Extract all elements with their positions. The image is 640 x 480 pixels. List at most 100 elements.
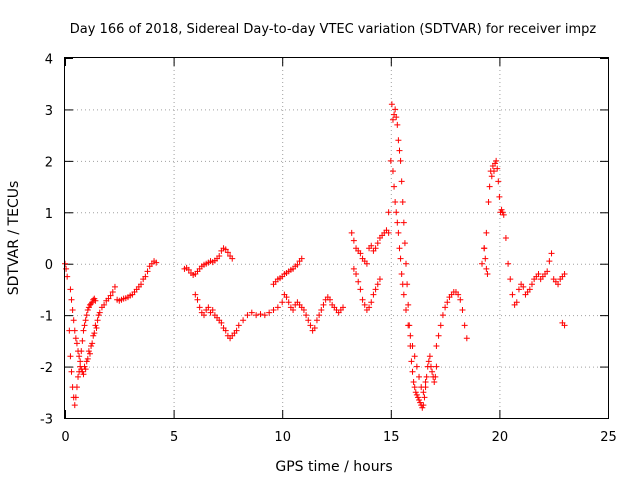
data-point [461, 322, 468, 329]
data-point [91, 330, 98, 337]
y-tick-label: 2 [45, 155, 53, 170]
data-point [385, 209, 392, 216]
data-point [216, 253, 223, 259]
data-point [400, 291, 407, 298]
data-point [528, 281, 535, 288]
data-point [85, 304, 92, 311]
data-point [498, 206, 505, 213]
data-point [425, 358, 432, 365]
data-point [101, 301, 108, 308]
data-point [419, 404, 426, 411]
data-point [492, 160, 499, 167]
data-point [83, 358, 90, 365]
data-point [490, 168, 497, 175]
series-spike-15h-inner [389, 168, 429, 396]
series-rise-to-4h [114, 258, 160, 304]
data-point [420, 389, 427, 396]
data-point [294, 261, 301, 268]
data-point [374, 281, 381, 288]
data-point [240, 317, 247, 324]
data-point [311, 325, 318, 331]
data-point [423, 373, 430, 380]
data-point [409, 368, 416, 375]
data-point [495, 178, 502, 185]
data-point [357, 286, 364, 293]
data-point [486, 183, 493, 190]
data-point [399, 281, 406, 288]
data-point [420, 402, 427, 409]
data-point [483, 265, 490, 272]
chart-title: Day 166 of 2018, Sidereal Day-to-day VTE… [70, 22, 597, 37]
data-point [368, 242, 375, 249]
y-tick-label: 0 [45, 258, 53, 273]
y-axis-label: SDTVAR / TECUs [6, 181, 22, 296]
data-point [561, 271, 568, 277]
data-point [376, 276, 383, 283]
data-point [84, 307, 91, 313]
data-point [138, 281, 145, 288]
data-point [270, 307, 277, 313]
data-point [388, 101, 395, 108]
y-tick-label: 3 [45, 104, 53, 119]
series-start [62, 260, 71, 280]
data-point [372, 286, 379, 293]
data-point [201, 312, 208, 319]
data-point [233, 327, 240, 334]
data-point [412, 389, 419, 396]
data-point [63, 265, 70, 272]
data-point [82, 366, 89, 373]
data-point [374, 240, 381, 247]
x-tick-label: 25 [600, 430, 617, 445]
data-point [393, 114, 400, 121]
data-point [79, 368, 86, 375]
x-axis-label: GPS time / hours [275, 459, 392, 475]
data-point [185, 266, 192, 273]
data-point [88, 343, 95, 349]
data-point [71, 402, 78, 409]
data-point [298, 255, 305, 262]
data-point [396, 147, 403, 154]
x-tick-label: 15 [383, 430, 400, 445]
data-point [433, 363, 440, 370]
data-point [399, 199, 406, 205]
data-point [494, 165, 501, 172]
data-point [459, 307, 466, 313]
data-point [395, 137, 402, 144]
data-point [418, 384, 425, 391]
data-point [407, 332, 414, 339]
data-point [73, 340, 80, 347]
data-point [421, 394, 428, 401]
data-point [144, 268, 151, 275]
data-point [244, 312, 251, 319]
data-point [222, 246, 229, 253]
data-point [303, 312, 310, 319]
data-point [389, 116, 396, 123]
data-point [395, 229, 402, 236]
plot-frame [64, 57, 609, 419]
data-point [71, 327, 78, 334]
data-point [318, 307, 325, 313]
data-point [261, 312, 268, 319]
data-point [76, 353, 83, 360]
data-point [96, 309, 103, 316]
data-point [153, 259, 160, 266]
data-point [194, 296, 201, 303]
y-tick-label: -3 [40, 413, 53, 428]
data-point [411, 384, 418, 391]
data-point [81, 363, 88, 370]
x-tick-label: 0 [61, 430, 69, 445]
data-point [455, 291, 462, 298]
data-point [285, 299, 292, 306]
y-tick-label: 4 [45, 53, 53, 68]
data-point [411, 353, 418, 360]
data-point [66, 327, 73, 334]
data-point [83, 312, 90, 319]
series-17-18.5h [433, 289, 470, 349]
series-13.5-14.5h-lower [350, 265, 383, 313]
data-point [350, 265, 357, 272]
data-point [513, 299, 520, 306]
data-markers [62, 101, 568, 411]
series-13-15h [348, 227, 392, 267]
data-point [84, 355, 91, 362]
data-point [515, 286, 522, 293]
